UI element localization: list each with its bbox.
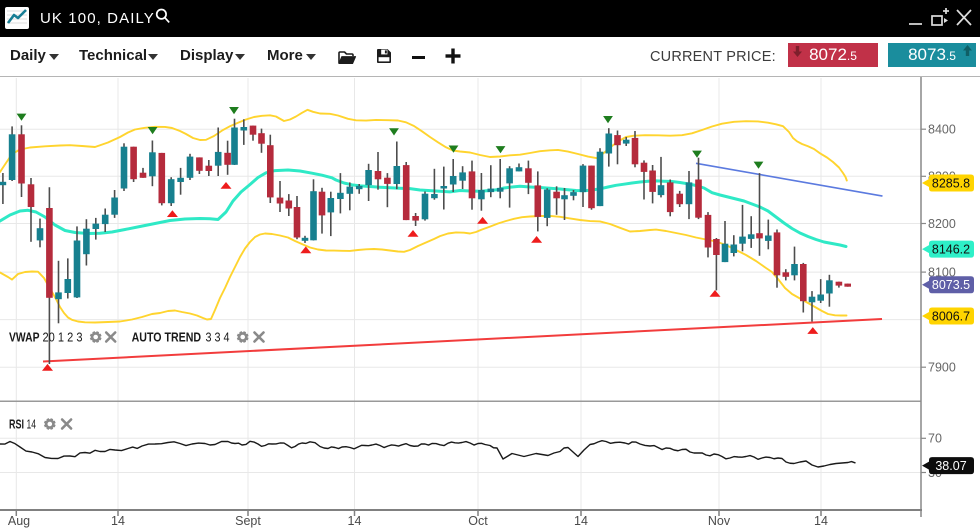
svg-text:8400: 8400 [928,123,956,137]
svg-text:RSI: RSI [9,418,24,432]
svg-text:70: 70 [928,432,942,446]
svg-text:7900: 7900 [928,361,956,375]
svg-text:20 1 2 3: 20 1 2 3 [43,331,83,345]
svg-text:Oct: Oct [468,514,488,528]
svg-text:14: 14 [111,514,125,528]
svg-text:38.07: 38.07 [935,459,966,473]
svg-text:AUTO TREND: AUTO TREND [132,331,202,345]
svg-text:14: 14 [574,514,588,528]
svg-text:8285.8: 8285.8 [932,176,970,190]
svg-text:8006.7: 8006.7 [932,309,970,323]
svg-text:Sept: Sept [235,514,261,528]
svg-text:14: 14 [814,514,828,528]
svg-text:8146.2: 8146.2 [932,242,970,256]
svg-text:8200: 8200 [928,217,956,231]
svg-text:Aug: Aug [8,514,30,528]
svg-text:8100: 8100 [928,265,956,279]
svg-text:Nov: Nov [708,514,731,528]
svg-text:VWAP: VWAP [9,331,40,345]
svg-text:14: 14 [348,514,362,528]
svg-text:3 3 4: 3 3 4 [206,331,230,345]
svg-text:14: 14 [27,418,37,432]
svg-text:8073.5: 8073.5 [932,278,970,292]
